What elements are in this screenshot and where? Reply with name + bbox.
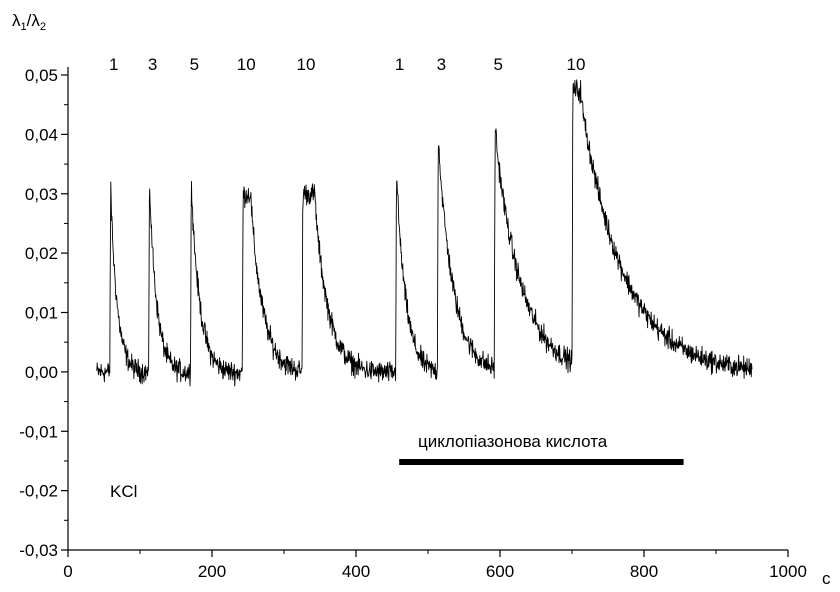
stimulus-label: 5 [190, 55, 199, 74]
x-tick-label: 600 [486, 562, 514, 581]
x-axis-label: c [822, 569, 831, 587]
x-tick-label: 0 [63, 562, 72, 581]
stimulus-label: 5 [494, 55, 503, 74]
stimulus-label: 3 [437, 55, 446, 74]
y-tick-label: -0,02 [19, 482, 58, 501]
y-tick-label: -0,03 [19, 541, 58, 560]
x-tick-label: 1000 [769, 562, 807, 581]
stimulus-label: 3 [148, 55, 157, 74]
stimulus-label: 1 [109, 55, 118, 74]
stimulus-label: 10 [237, 55, 256, 74]
y-tick-label: 0,01 [25, 304, 58, 323]
y-tick-label: -0,01 [19, 422, 58, 441]
stimulus-label: 10 [297, 55, 316, 74]
x-tick-label: 200 [198, 562, 226, 581]
stimulus-label: 10 [567, 55, 586, 74]
control-label: KCl [110, 482, 137, 501]
x-tick-label: 400 [342, 562, 370, 581]
trace [96, 79, 753, 387]
ticks: 0,05 0,04 0,03 0,02 0,01 0,00 -0,01 -0,02 -0,03 0… [19, 66, 807, 581]
response-trace [96, 79, 753, 387]
y-tick-label: 0,02 [25, 244, 58, 263]
y-tick-label: 0,00 [25, 363, 58, 382]
stimulus-labels: 1 3 5 10 10 1 3 5 10 [109, 55, 585, 74]
y-tick-label: 0,05 [25, 66, 58, 85]
compound-label: циклопіазонова кислота [418, 432, 608, 451]
y-tick-label: 0,03 [25, 185, 58, 204]
axes [67, 67, 788, 551]
x-tick-label: 800 [630, 562, 658, 581]
y-axis-label: λ1/λ2 [12, 11, 46, 33]
y-tick-label: 0,04 [25, 125, 58, 144]
stimulus-label: 1 [395, 55, 404, 74]
